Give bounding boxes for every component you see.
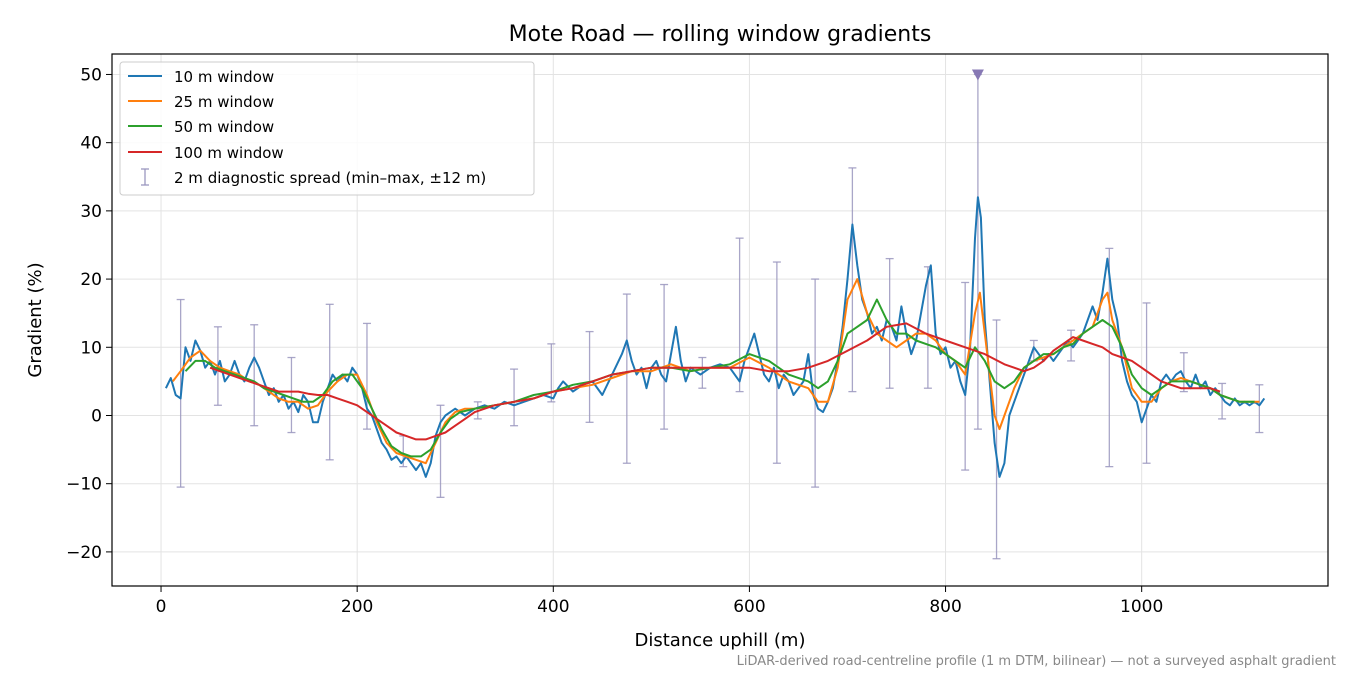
legend-label: 25 m window xyxy=(174,93,274,111)
spread-bar xyxy=(1255,384,1264,434)
spread-bar xyxy=(1218,382,1227,420)
y-tick-label: 0 xyxy=(91,406,102,426)
series-lines xyxy=(164,196,1266,478)
x-tick-label: 800 xyxy=(929,597,961,617)
legend-label: 2 m diagnostic spread (min–max, ±12 m) xyxy=(174,169,486,187)
spread-bar xyxy=(961,281,970,471)
legend-label: 50 m window xyxy=(174,118,274,136)
chart-title: Mote Road — rolling window gradients xyxy=(509,22,932,47)
max-marker xyxy=(971,69,984,81)
y-tick-label: 20 xyxy=(80,270,102,290)
legend-label: 100 m window xyxy=(174,144,284,162)
series-line xyxy=(164,196,1266,478)
max-marker-triangle xyxy=(971,69,984,81)
spread-bar xyxy=(772,261,781,464)
spread-bar xyxy=(811,278,820,488)
spread-bar xyxy=(287,356,296,434)
series-line xyxy=(172,278,1260,465)
x-tick-label: 0 xyxy=(156,597,167,617)
legend-box xyxy=(119,61,535,196)
plot-frame xyxy=(111,53,1329,587)
spread-bar xyxy=(585,330,594,423)
y-axis-label: Gradient (%) xyxy=(25,262,46,377)
x-tick-label: 400 xyxy=(537,597,569,617)
spread-bar xyxy=(250,324,259,427)
y-tick-label: −10 xyxy=(66,475,102,495)
y-tick-label: 50 xyxy=(80,65,102,85)
y-tick-label: 40 xyxy=(80,134,102,154)
spread-bar xyxy=(848,167,857,393)
spread-bar xyxy=(1179,352,1188,393)
spread-bar xyxy=(622,293,631,464)
y-tick-label: 30 xyxy=(80,202,102,222)
spread-bar xyxy=(660,283,669,430)
legend-label: 10 m window xyxy=(174,68,274,86)
x-tick-label: 200 xyxy=(341,597,373,617)
x-axis-label: Distance uphill (m) xyxy=(635,630,806,651)
spread-bar xyxy=(510,368,519,427)
spread-bar xyxy=(1105,247,1114,468)
y-tick-label: 10 xyxy=(80,338,102,358)
y-tick-label: −20 xyxy=(66,543,102,563)
series-line xyxy=(184,298,1255,458)
footnote: LiDAR-derived road-centreline profile (1… xyxy=(737,654,1336,669)
x-tick-label: 1000 xyxy=(1120,597,1163,617)
spread-bar xyxy=(735,237,744,393)
spread-bar xyxy=(1142,302,1151,464)
y-axis: −20 −10 0 10 20 30 40 50 xyxy=(66,65,112,563)
x-axis: 0 200 400 600 800 1000 xyxy=(156,586,1163,617)
x-tick-label: 600 xyxy=(733,597,765,617)
legend: 10 m window 25 m window 50 m window 100 m w… xyxy=(119,61,535,196)
series-line xyxy=(209,322,1221,441)
